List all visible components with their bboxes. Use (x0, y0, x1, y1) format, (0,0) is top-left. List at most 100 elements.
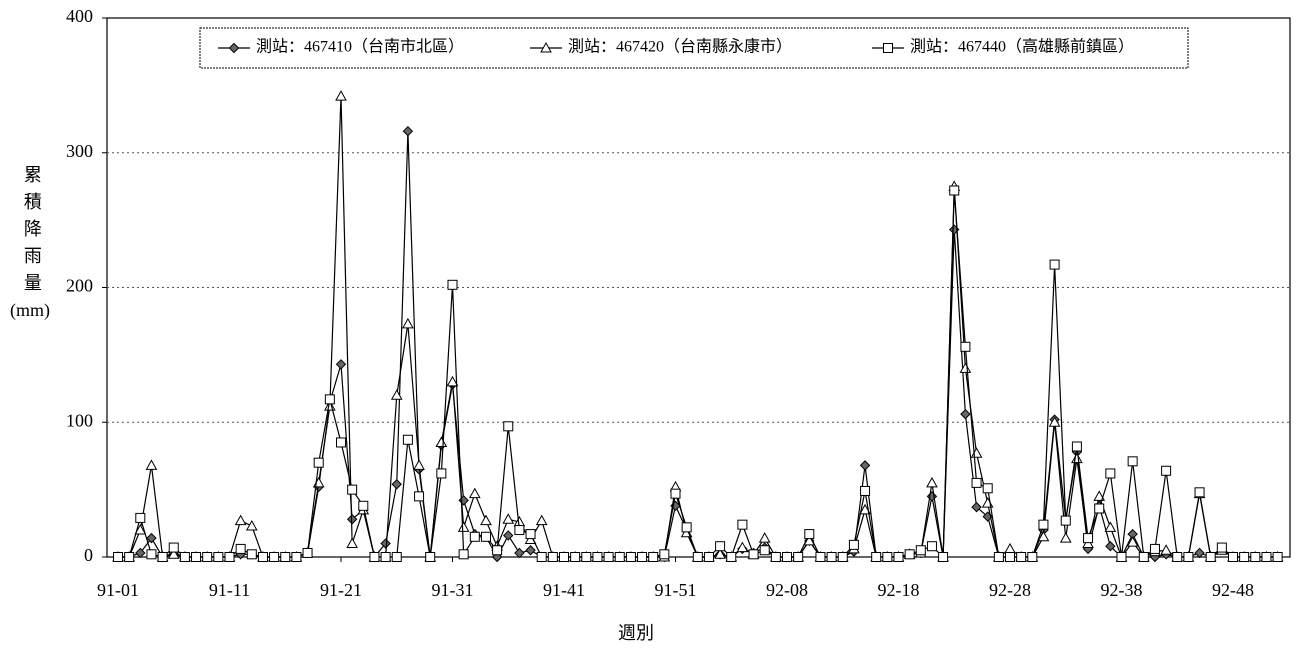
data-point (748, 549, 759, 560)
data-point (347, 484, 358, 495)
data-point (480, 514, 492, 526)
data-point (726, 552, 737, 562)
data-point (714, 548, 726, 559)
data-point (1059, 532, 1072, 543)
data-point (793, 552, 804, 562)
data-point (213, 552, 224, 562)
data-point (581, 552, 592, 562)
x-tick-label: 91-11 (209, 580, 250, 600)
data-point (670, 488, 681, 499)
data-point (257, 552, 268, 562)
data-point (1239, 552, 1250, 562)
data-point (124, 552, 135, 562)
x-tick-label: 92-18 (878, 580, 920, 600)
data-point (135, 512, 146, 523)
data-point (113, 552, 123, 562)
data-point (436, 468, 447, 479)
data-point (592, 552, 603, 562)
data-point (882, 552, 893, 562)
data-point (480, 531, 491, 542)
data-point (1194, 547, 1205, 559)
data-point (525, 529, 536, 540)
data-point (637, 552, 648, 562)
data-point (971, 501, 982, 513)
x-tick-label: 91-01 (97, 580, 139, 600)
data-point (514, 525, 525, 536)
data-point (269, 552, 280, 562)
data-point (1216, 542, 1227, 553)
x-axis-label: 週別 (618, 623, 654, 643)
data-point (402, 317, 414, 329)
data-point (659, 549, 670, 560)
data-point (1161, 465, 1172, 476)
data-point (737, 519, 748, 530)
x-tick-label: 91-31 (432, 580, 474, 600)
data-point (758, 532, 771, 543)
data-point (458, 495, 469, 506)
data-point (1105, 541, 1116, 552)
data-point (1037, 530, 1050, 542)
data-point (1027, 552, 1038, 562)
data-point (938, 552, 949, 562)
data-point (614, 552, 625, 562)
data-point (380, 538, 391, 549)
data-point (402, 434, 413, 445)
data-point (547, 552, 558, 562)
data-point (469, 531, 480, 542)
data-point (380, 552, 391, 562)
data-point (1004, 542, 1016, 554)
data-point (425, 552, 436, 562)
x-tick-label: 92-38 (1101, 580, 1143, 600)
data-point (503, 530, 514, 541)
legend-box (199, 27, 1189, 69)
data-point (893, 552, 904, 562)
data-point (815, 552, 826, 562)
y-tick-label: 100 (66, 410, 93, 430)
data-point (358, 500, 369, 511)
data-point (191, 552, 202, 562)
data-point (435, 436, 448, 447)
data-point (826, 552, 837, 562)
data-point (804, 529, 815, 540)
data-point (514, 547, 525, 559)
legend-label: 測站：467410（台南市北區） (256, 38, 464, 56)
data-point (312, 476, 325, 488)
data-point (302, 547, 313, 558)
data-point (402, 125, 414, 137)
data-point (960, 408, 971, 420)
data-point (535, 514, 548, 526)
data-point (1071, 441, 1082, 452)
x-tick-label: 92-28 (989, 580, 1031, 600)
y-tick-label: 200 (66, 276, 93, 296)
legend-label: 測站：467440（高雄縣前鎮區） (910, 38, 1134, 56)
data-point (1250, 552, 1261, 562)
data-point (446, 375, 459, 387)
data-point (324, 394, 335, 405)
x-tick-label: 91-41 (543, 580, 585, 600)
data-point (540, 41, 552, 53)
data-point (146, 532, 157, 544)
data-point (1083, 533, 1094, 544)
data-point (883, 43, 893, 53)
data-point (1094, 503, 1105, 514)
y-axis-label: 累積降雨量 (22, 165, 42, 300)
data-point (468, 487, 481, 499)
data-point (335, 90, 347, 101)
data-point (179, 552, 190, 562)
data-point (146, 549, 157, 560)
data-point (949, 185, 960, 196)
series-markers (112, 90, 1284, 562)
data-point (457, 521, 470, 532)
data-point (1049, 259, 1060, 270)
data-point (234, 514, 247, 526)
data-point (246, 549, 257, 560)
data-point (770, 552, 781, 562)
data-point (1104, 521, 1117, 532)
data-point (1228, 552, 1238, 562)
data-point (1160, 544, 1172, 555)
x-tick-label: 91-21 (320, 580, 362, 600)
data-point (1261, 552, 1272, 562)
series-line (118, 96, 1278, 559)
y-tick-label: 300 (66, 141, 93, 161)
data-point (167, 548, 180, 559)
